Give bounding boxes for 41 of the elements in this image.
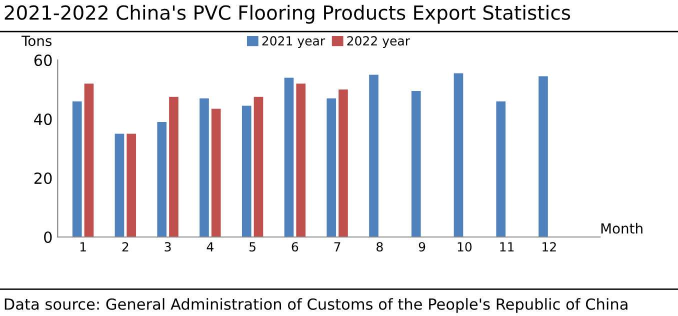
x-tick-label: 7 — [334, 242, 340, 252]
legend-label: 2021 year — [262, 36, 326, 48]
bar — [157, 122, 167, 237]
x-tick-label: 4 — [206, 242, 214, 252]
bar — [126, 134, 136, 237]
chart-title: 2021-2022 China's PVC Flooring Products Export Statistics — [4, 4, 570, 24]
x-tick-label: 3 — [164, 242, 171, 252]
bar — [296, 84, 306, 237]
y-tick-label: 20 — [34, 172, 52, 184]
x-tick-label: 10 — [458, 242, 472, 252]
bar — [454, 73, 464, 237]
x-tick-label: 8 — [376, 242, 383, 252]
x-tick-label: 2 — [122, 242, 128, 252]
bar — [72, 101, 82, 237]
source-note: Data source: General Administration of Customs of the People's Republic of China — [4, 298, 628, 313]
bar — [369, 74, 378, 237]
bar — [114, 134, 124, 237]
legend-label: 2022 year — [347, 36, 410, 48]
bar — [496, 101, 506, 237]
bar — [254, 96, 264, 237]
y-tick-label: 0 — [44, 231, 52, 244]
x-tick-label: 11 — [500, 242, 514, 252]
bar — [84, 84, 94, 237]
bar — [338, 90, 348, 237]
x-tick-label: 9 — [418, 242, 426, 252]
y-tick-label: 40 — [34, 113, 52, 126]
bar — [211, 108, 221, 237]
x-tick-label: 12 — [542, 242, 556, 252]
x-tick-label: 6 — [292, 242, 298, 252]
bar — [242, 106, 252, 237]
y-axis-title: Tons — [22, 36, 52, 46]
y-tick-label: 60 — [34, 54, 52, 66]
x-tick-label: 1 — [80, 242, 86, 252]
bar — [200, 98, 209, 237]
x-axis-title: Month — [601, 222, 642, 234]
bar — [411, 91, 421, 237]
bar — [326, 98, 336, 237]
bar — [538, 76, 548, 237]
x-tick-label: 5 — [250, 242, 256, 252]
bar — [284, 78, 294, 237]
bar — [169, 96, 178, 237]
